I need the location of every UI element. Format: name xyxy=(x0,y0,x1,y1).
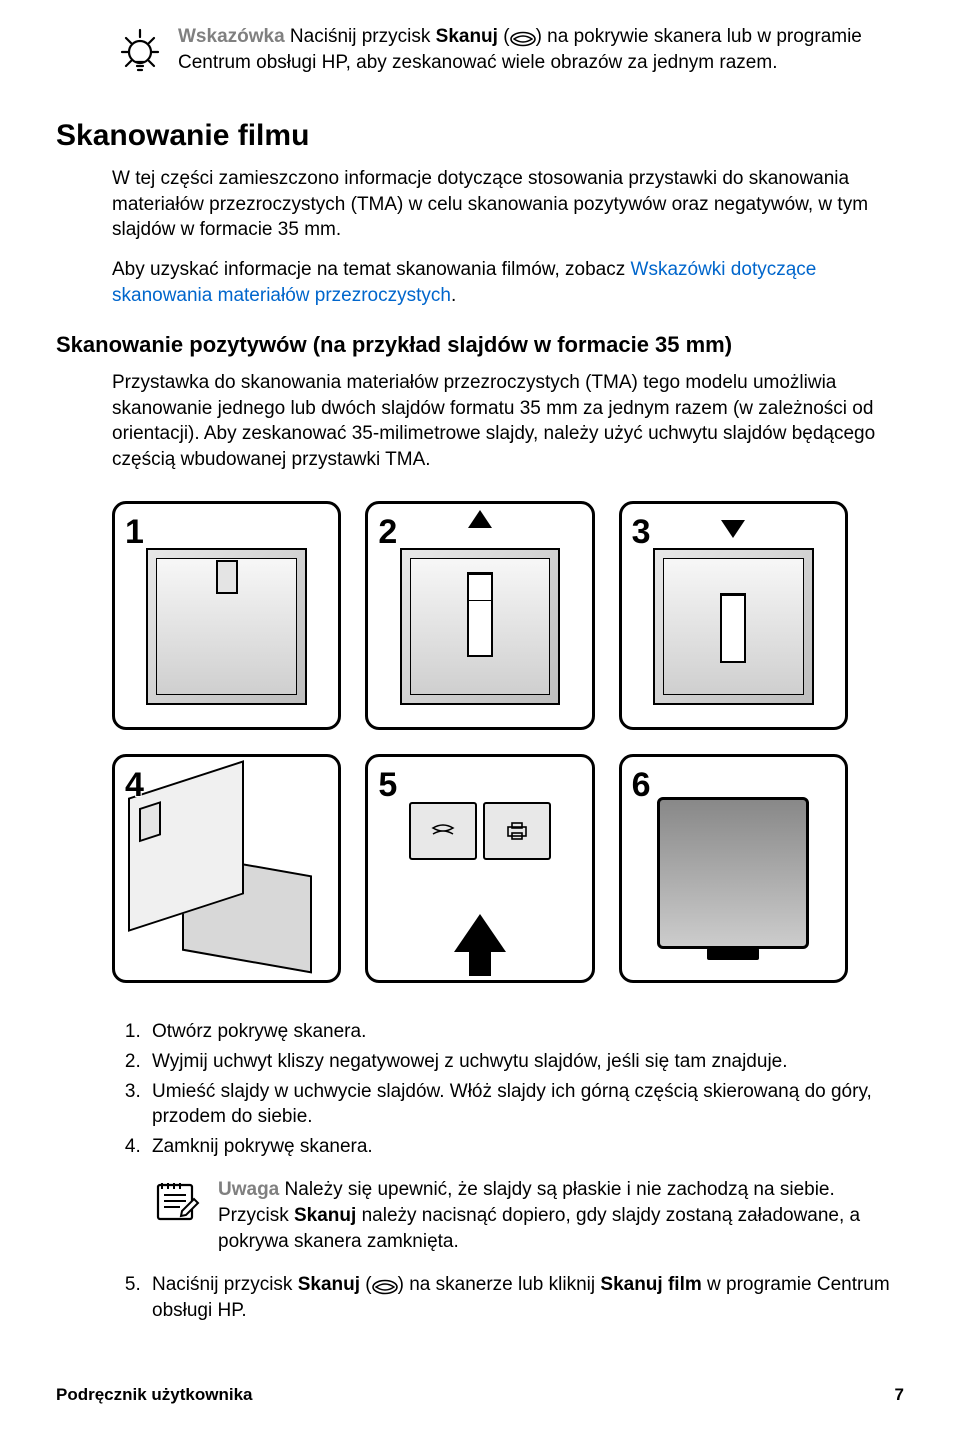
step-2: Wyjmij uchwyt kliszy negatywowej z uchwy… xyxy=(146,1049,904,1075)
panel-2: 2 xyxy=(365,501,594,730)
step-5: Naciśnij przycisk Skanuj ( ) na skanerze … xyxy=(146,1272,904,1323)
arrow-down-icon xyxy=(721,520,745,538)
heading-scanning-film: Skanowanie filmu xyxy=(56,116,904,157)
tip-text: Wskazówka Naciśnij przycisk Skanuj () na… xyxy=(178,24,904,75)
scan-icon xyxy=(510,29,536,45)
panel-number: 6 xyxy=(632,763,651,809)
scanner-buttons xyxy=(409,802,552,860)
note-text: Uwaga Należy się upewnić, że slajdy są p… xyxy=(218,1177,904,1254)
panel-number: 4 xyxy=(125,763,144,809)
arrow-up-icon xyxy=(454,914,506,952)
step5-after: ) na skanerze lub kliknij xyxy=(398,1274,601,1295)
scan-button-name: Skanuj xyxy=(436,26,498,47)
scan-button-name: Skanuj xyxy=(298,1274,360,1295)
heading-scanning-positives: Skanowanie pozytywów (na przykład slajdó… xyxy=(56,330,904,360)
scanner-bed xyxy=(400,548,561,704)
page-footer: Podręcznik użytkownika 7 xyxy=(56,1384,904,1407)
paragraph-intro: W tej części zamieszczono informacje dot… xyxy=(112,166,904,243)
arrow-up-icon xyxy=(468,510,492,528)
paragraph-xref: Aby uzyskać informacje na temat skanowan… xyxy=(112,257,904,308)
scan-button-name: Skanuj xyxy=(294,1205,356,1226)
step-5-wrap: Naciśnij przycisk Skanuj ( ) na skanerze … xyxy=(112,1272,904,1323)
slide-holder xyxy=(720,593,746,663)
print-button-icon xyxy=(483,802,551,860)
panel-1: 1 xyxy=(112,501,341,730)
tip-text-2: ( xyxy=(498,26,510,47)
scan-film-name: Skanuj film xyxy=(600,1274,701,1295)
scanner-bed xyxy=(653,548,814,704)
film-holder xyxy=(467,572,493,657)
tip-label: Wskazówka xyxy=(178,26,285,47)
panel-6: 6 xyxy=(619,754,848,983)
step5-prefix: Naciśnij przycisk xyxy=(152,1274,298,1295)
para2-suffix: . xyxy=(451,285,456,306)
panel-number: 1 xyxy=(125,510,144,556)
panel-5: 5 xyxy=(365,754,594,983)
tip-block: Wskazówka Naciśnij przycisk Skanuj () na… xyxy=(112,24,904,88)
note-block: Uwaga Należy się upewnić, że slajdy są p… xyxy=(152,1177,904,1254)
panel-number: 3 xyxy=(632,510,651,556)
scan-button-icon xyxy=(409,802,477,860)
note-icon xyxy=(152,1177,208,1233)
panel-4: 4 xyxy=(112,754,341,983)
monitor-icon xyxy=(657,797,809,949)
scan-icon xyxy=(372,1277,398,1293)
step5-mid: ( xyxy=(360,1274,372,1295)
tip-text-1: Naciśnij przycisk xyxy=(285,26,436,47)
step-1: Otwórz pokrywę skanera. xyxy=(146,1019,904,1045)
scanner-bed xyxy=(146,548,307,704)
panel-number: 2 xyxy=(378,510,397,556)
para2-prefix: Aby uzyskać informacje na temat skanowan… xyxy=(112,259,631,280)
note-label: Uwaga xyxy=(218,1179,279,1200)
lightbulb-icon xyxy=(112,24,168,88)
step-4: Zamknij pokrywę skanera. xyxy=(146,1134,904,1160)
panel-number: 5 xyxy=(378,763,397,809)
paragraph-tma: Przystawka do skanowania materiałów prze… xyxy=(112,370,904,473)
page-number: 7 xyxy=(895,1384,904,1407)
step-3: Umieść slajdy w uchwycie slajdów. Włóż s… xyxy=(146,1079,904,1130)
footer-title: Podręcznik użytkownika xyxy=(56,1384,253,1407)
steps-list: Otwórz pokrywę skanera. Wyjmij uchwyt kl… xyxy=(146,1019,904,1159)
illustration-grid: 1 2 3 4 5 xyxy=(112,501,848,984)
panel-3: 3 xyxy=(619,501,848,730)
